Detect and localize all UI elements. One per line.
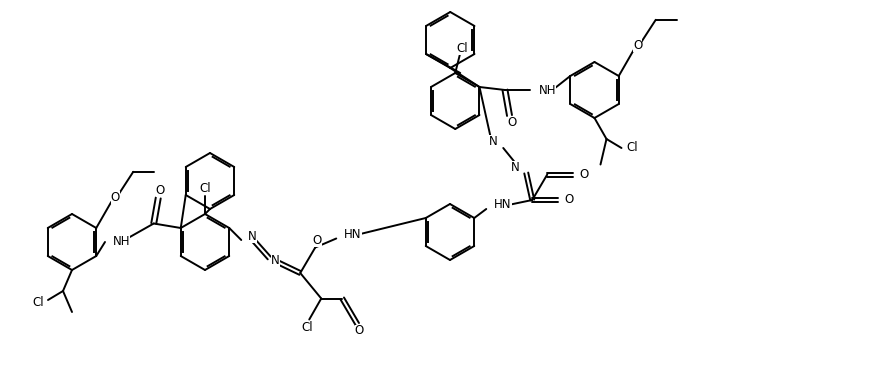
Text: N: N (488, 135, 497, 149)
Text: HN: HN (344, 228, 362, 241)
Text: Cl: Cl (32, 296, 44, 308)
Text: HN: HN (493, 199, 511, 211)
Text: O: O (507, 116, 516, 129)
Text: NH: NH (113, 235, 130, 249)
Text: O: O (632, 39, 642, 52)
Text: O: O (313, 234, 321, 247)
Text: N: N (248, 230, 256, 244)
Text: O: O (579, 168, 588, 181)
Text: Cl: Cl (199, 182, 211, 196)
Text: Cl: Cl (301, 321, 313, 334)
Text: O: O (155, 185, 165, 197)
Text: N: N (271, 255, 280, 267)
Text: O: O (354, 324, 363, 338)
Text: N: N (510, 162, 519, 174)
Text: Cl: Cl (456, 41, 467, 55)
Text: O: O (564, 194, 573, 206)
Text: O: O (111, 191, 119, 205)
Text: NH: NH (538, 83, 556, 97)
Text: Cl: Cl (626, 141, 637, 155)
